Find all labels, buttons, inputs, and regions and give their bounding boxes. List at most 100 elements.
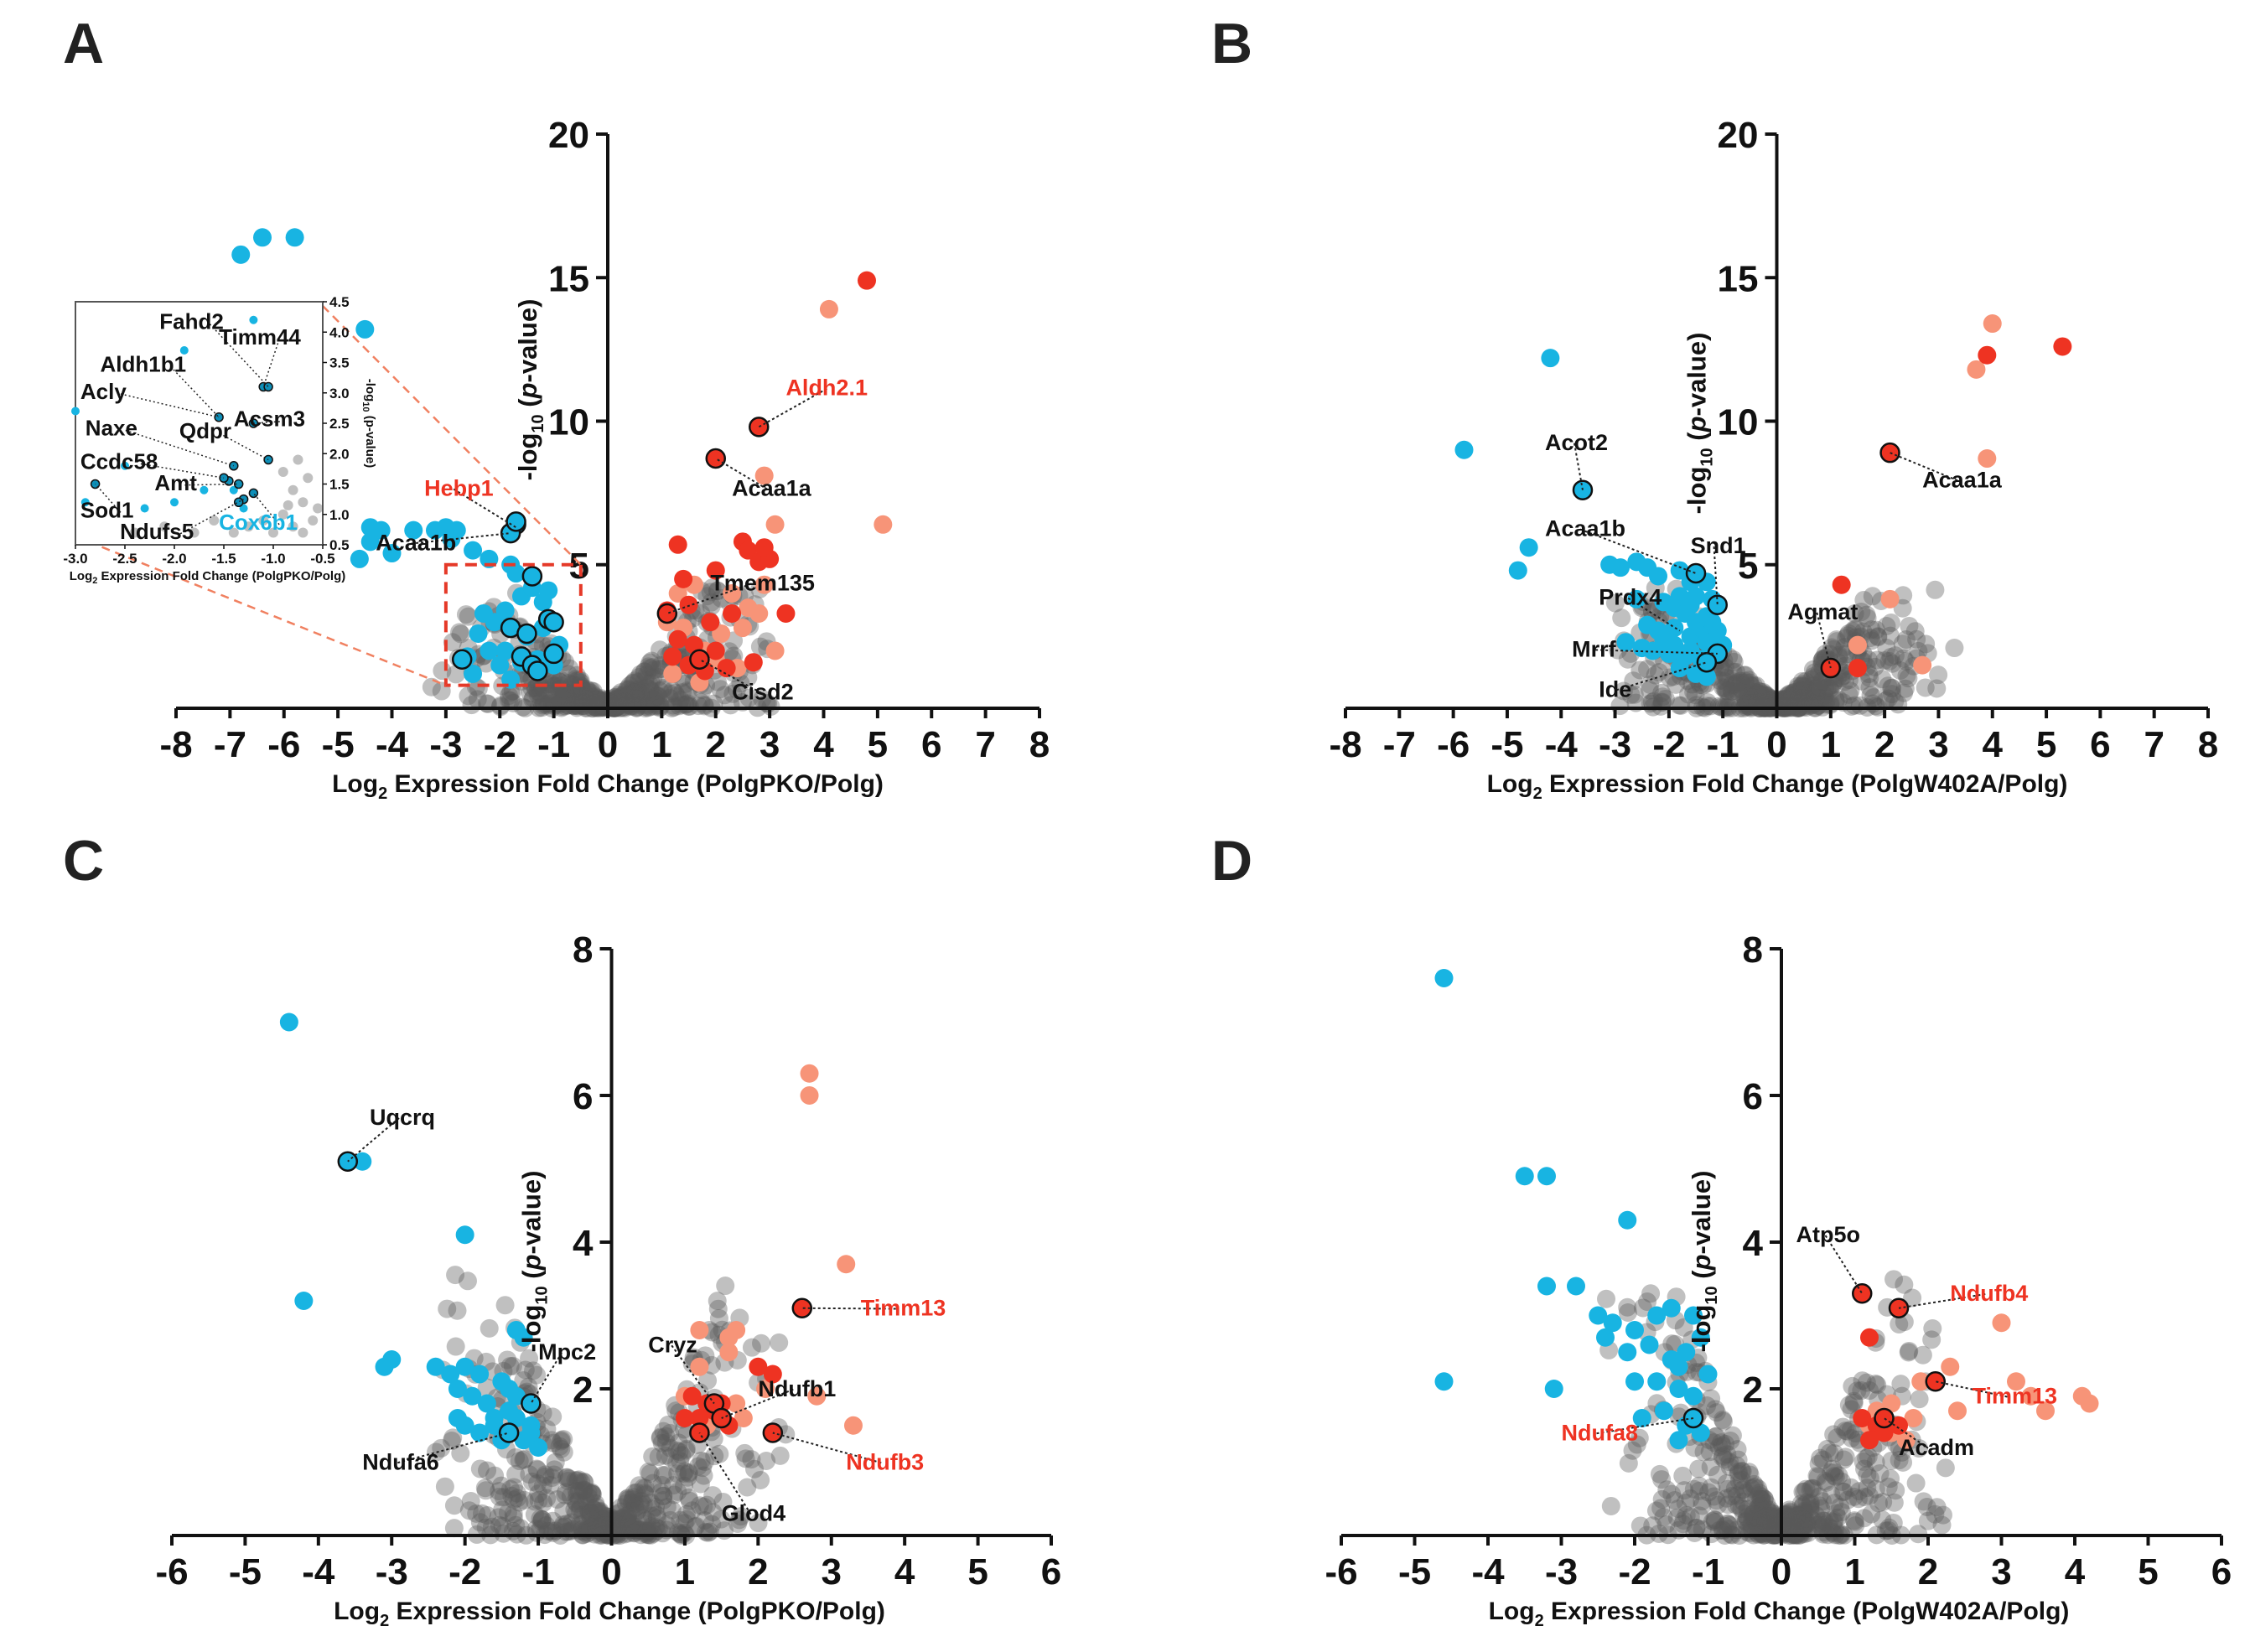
ns-point [1879,651,1899,671]
x-tick-label: -4 [1545,724,1579,765]
x-tick-label: 1 [1821,724,1841,765]
ns-point [553,688,573,707]
ns-point [1750,689,1769,708]
ns-point [625,671,645,691]
ns-point [1895,683,1914,702]
gene-leader-line [1627,597,1681,632]
ns-point [1806,688,1825,707]
ns-point [582,684,601,703]
ns-point [654,678,673,697]
ns-point [1701,697,1720,716]
ns-point [1805,663,1824,682]
ns-point [1754,682,1773,702]
gene-leader-line [1615,661,1708,691]
ns-point [1774,697,1793,716]
x-tick-label: 5 [2138,1551,2158,1592]
ns-point [613,1514,632,1533]
ns-point [622,694,641,713]
ns-point [1649,663,1668,682]
ns-point [1873,670,1892,689]
y-axis-title-close: -value) [1682,333,1712,417]
ns-point [557,683,576,702]
ns-point [1783,684,1802,703]
ns-point [586,690,605,709]
ns-point [546,1453,565,1472]
ns-point [1875,650,1895,670]
x-tick-label: 4 [2065,1551,2086,1592]
ns-point [1879,676,1898,696]
ns-point [620,680,639,699]
y-tick-label: 15 [548,258,589,299]
x-tick-label: -8 [159,724,192,765]
ns-point [1778,686,1797,706]
ns-point [1863,587,1882,606]
y-tick-label: 5 [1738,546,1758,587]
ns-point [1804,676,1823,696]
up-point-light [819,299,838,318]
ns-point [691,1474,710,1494]
ns-point [573,687,593,707]
ns-point [511,1519,531,1538]
ns-point [651,681,670,701]
y-axis-title-prefix: -log [1682,467,1712,515]
y-axis-title-open: ( [1682,432,1712,448]
ns-point [1868,650,1887,670]
ns-point [1758,691,1777,711]
ns-point [630,665,650,684]
ns-point [528,686,547,705]
y-tick-label: 4 [1743,1223,1764,1264]
ns-point [1858,608,1877,628]
ns-point [1760,689,1780,708]
ns-point [1893,634,1912,654]
ns-point [1723,681,1742,701]
ns-point [583,687,603,707]
ns-point [1775,690,1794,709]
y-tick-label: 6 [1743,1076,1763,1117]
ns-point [1893,598,1912,618]
ns-point [594,1524,613,1543]
ns-point [592,697,611,716]
gene-label: Ndufa8 [1562,1420,1639,1445]
ns-point [1640,681,1659,700]
ns-point [1819,677,1838,697]
ns-point [1780,690,1799,709]
gene-label: Glod4 [722,1501,786,1526]
ns-point [715,686,734,705]
up-point-dark [706,641,725,660]
ns-point [1755,685,1774,704]
ns-point [636,683,656,702]
ns-point [574,696,594,715]
ns-point [646,688,666,707]
ns-point [1862,620,1881,640]
ns-point [531,684,550,703]
up-point-light [800,1086,819,1105]
ns-point [1736,690,1755,709]
ns-point [607,689,626,708]
ns-point [579,692,599,712]
inset-x-tick-label: -1.5 [211,551,236,567]
ns-point [1715,671,1734,691]
ns-point [1684,682,1703,702]
ns-point [1741,676,1760,695]
ns-point [1694,1442,1713,1462]
inset-ns-point [298,497,308,508]
ns-point [570,685,589,704]
ns-point [651,696,670,715]
ns-point [703,1503,723,1522]
x-tick-label: -3 [1599,724,1631,765]
ns-point [1702,1389,1721,1408]
panel-a: AAldh2.1Acaa1aTmem135Cisd2Hebp1Acaa1b-8-… [63,12,1050,803]
gene-leader-line [698,658,762,694]
inset-down-point [200,485,209,495]
ns-point [1890,660,1910,680]
ns-point [542,674,561,693]
x-tick-label: -6 [267,724,300,765]
ns-point [557,685,576,704]
ns-point [1792,676,1812,696]
ns-point [582,681,601,701]
ns-point [1788,676,1807,696]
ns-point [1641,675,1660,694]
ns-point [626,1503,645,1522]
up-point-dark [1848,659,1867,678]
ns-point [450,623,469,642]
